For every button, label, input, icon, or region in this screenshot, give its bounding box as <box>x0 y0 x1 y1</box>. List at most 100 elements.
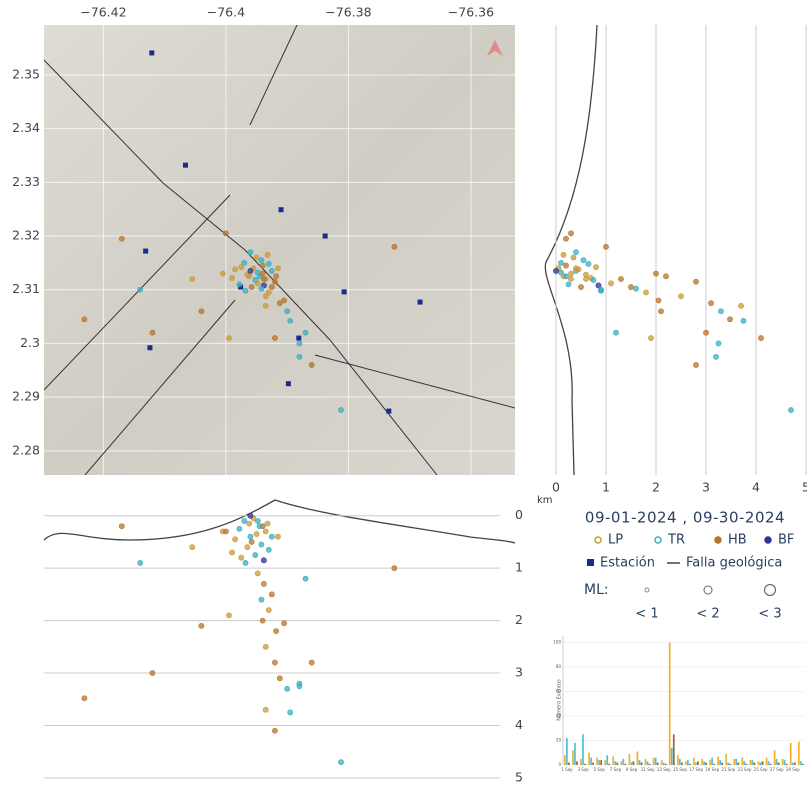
hist-bar <box>687 760 689 765</box>
event-map <box>297 354 302 359</box>
hist-bar <box>705 763 707 765</box>
hist-bar <box>778 763 780 765</box>
event-depth-lon <box>303 576 308 581</box>
hist-bar <box>760 763 762 765</box>
hist-bar <box>743 761 745 765</box>
event-depth-lat <box>713 354 718 359</box>
event-depth-lat <box>568 276 573 281</box>
body: {"map":{"xlim":[-76.4297,-76.3528],"ylim… <box>0 0 807 793</box>
hist-bar <box>677 755 679 765</box>
event-depth-lat <box>568 231 573 236</box>
event-depth-lon <box>285 686 290 691</box>
page: Sismicidad body { margin: 0; background:… <box>0 0 807 793</box>
hist-bar <box>774 750 776 765</box>
legend-symbol <box>655 537 661 543</box>
x-tick-label: 3 Sep <box>577 767 589 772</box>
x-tick-label: 7 Sep <box>610 767 622 772</box>
ml-symbol <box>645 588 649 592</box>
y-tick-label: 80 <box>556 664 562 669</box>
legend-label: BF <box>778 533 794 548</box>
hist-bar <box>735 759 737 765</box>
hist-bar <box>641 763 643 765</box>
hist-bar <box>802 764 804 765</box>
hist-bar <box>725 754 727 765</box>
y-tick-label: 2.28 <box>12 442 40 457</box>
event-depth-lon <box>263 529 268 534</box>
hist-bar <box>574 743 576 765</box>
hist-bar <box>727 763 729 765</box>
event-map <box>248 268 253 273</box>
event-map <box>266 261 271 266</box>
y-tick-label: 2.32 <box>12 228 40 243</box>
hist-bar <box>693 758 695 765</box>
hist-bar <box>768 761 770 765</box>
hist-bar <box>709 760 711 765</box>
axis-unit: km <box>537 495 553 506</box>
map-background <box>44 25 515 475</box>
y-tick-label: 2.31 <box>12 281 40 296</box>
hist-bar <box>669 642 671 765</box>
event-depth-lat <box>598 287 603 292</box>
event-map <box>223 231 228 236</box>
event-depth-lon <box>257 524 262 529</box>
hist-bar <box>695 763 697 765</box>
event-depth-lon <box>338 760 343 765</box>
hist-bar <box>588 753 590 765</box>
x-tick-label: 5 Sep <box>594 767 606 772</box>
hist-bar <box>582 734 584 765</box>
y-tick-label: 2.3 <box>20 335 40 350</box>
station <box>147 345 152 350</box>
event-depth-lon <box>263 644 268 649</box>
event-depth-lon <box>255 518 260 523</box>
event-depth-lat <box>738 303 743 308</box>
event-depth-lon <box>239 555 244 560</box>
hist-bar <box>645 759 647 765</box>
event-depth-lon <box>259 542 264 547</box>
y-tick-label: 0 <box>515 507 523 522</box>
event-depth-lat <box>648 335 653 340</box>
event-depth-lon <box>255 571 260 576</box>
x-tick-label: 13 Sep <box>657 767 671 772</box>
x-tick-label: 25 Sep <box>754 767 768 772</box>
event-map <box>239 265 244 270</box>
station <box>149 50 154 55</box>
event-map <box>269 284 274 289</box>
event-depth-lon <box>309 660 314 665</box>
y-tick-label: 2.35 <box>12 66 40 81</box>
event-map <box>261 276 266 281</box>
event-depth-lat <box>586 261 591 266</box>
event-map <box>138 287 143 292</box>
x-tick-label: 17 Sep <box>689 767 703 772</box>
x-tick-label: 0 <box>552 480 560 495</box>
hist-bar <box>614 761 616 765</box>
hist-bar <box>598 760 600 765</box>
event-depth-lon <box>254 531 259 536</box>
event-map <box>243 288 248 293</box>
hist-bar <box>590 758 592 765</box>
hist-bar <box>673 734 675 765</box>
hist-bar <box>625 764 627 765</box>
event-depth-lat <box>578 284 583 289</box>
event-depth-lat <box>581 258 586 263</box>
hist-bar <box>604 760 606 765</box>
hist-bar <box>633 761 635 765</box>
event-depth-lat <box>656 298 661 303</box>
event-map <box>338 407 343 412</box>
event-depth-lat <box>573 266 578 271</box>
x-tick-label: 9 Sep <box>626 767 638 772</box>
hist-bar <box>620 761 622 765</box>
event-map <box>265 252 270 257</box>
hist-bar <box>689 764 691 765</box>
y-tick-label: 100 <box>553 639 561 644</box>
hist-bar <box>762 761 764 765</box>
hist-bar <box>657 763 659 765</box>
ml-symbol <box>765 585 776 596</box>
hist-bar <box>800 761 802 765</box>
x-tick-label: 5 <box>802 480 807 495</box>
ml-title: ML: <box>584 582 609 598</box>
date-range: 09-01-2024 , 09-30-2024 <box>585 509 785 527</box>
event-depth-lon <box>199 623 204 628</box>
event-depth-lon <box>281 621 286 626</box>
event-map <box>275 266 280 271</box>
x-tick-label: 1 <box>602 480 610 495</box>
